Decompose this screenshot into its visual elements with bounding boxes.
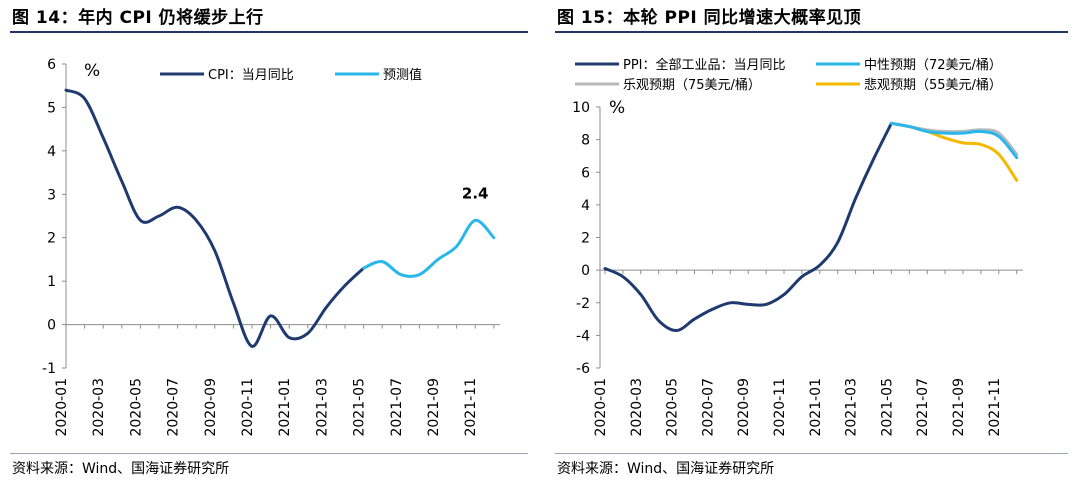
cpi-x-tick-label: 2020-01 <box>54 378 70 437</box>
ppi-legend-label: PPI：全部工业品：当月同比 <box>623 57 786 73</box>
cpi-line-chart: -1 0 1 2 3 4 5 6 2020-01 2020-03 2020-05 2020-07 202… <box>42 57 500 437</box>
cpi-y-tick-label: 3 <box>47 187 56 203</box>
cpi-x-tick-label: 2021-03 <box>314 378 330 437</box>
ppi-line-chart: -6 -4 -2 0 2 4 6 8 10 2020-01 2020-03 2020-05 2020-0… <box>572 57 1023 437</box>
cpi-y-tick-label: 1 <box>47 274 56 290</box>
cpi-series-line <box>64 88 366 348</box>
ppi-x-tick-label: 2021-01 <box>808 378 824 437</box>
cpi-data-label: 2.4 <box>462 184 489 202</box>
ppi-figure: 图 15：本轮 PPI 同比增速大概率见顶 -6 -4 -2 0 2 4 6 8 10 2020-… <box>545 0 1080 489</box>
ppi-x-tick-label: 2020-07 <box>700 378 716 437</box>
ppi-y-tick-label: -6 <box>576 361 590 377</box>
ppi-x-tick-label: 2020-03 <box>629 378 645 437</box>
ppi-legend-label: 乐观预期（75美元/桶） <box>623 78 761 93</box>
cpi-y-tick-label: 0 <box>47 318 56 334</box>
ppi-x-tick-label: 2021-11 <box>987 378 1003 437</box>
ppi-title-divider <box>555 31 1068 33</box>
ppi-y-tick-label: 6 <box>581 165 590 181</box>
ppi-y-tick-label: -2 <box>576 296 590 312</box>
cpi-x-tick-label: 2020-07 <box>166 378 182 437</box>
ppi-series-line <box>603 121 893 332</box>
cpi-x-tick-label: 2020-11 <box>240 378 256 437</box>
cpi-x-tick-label: 2020-05 <box>128 378 144 437</box>
ppi-x-tick-label: 2020-05 <box>665 378 681 437</box>
cpi-legend-label: 预测值 <box>383 67 422 83</box>
cpi-x-tick-label: 2021-09 <box>426 378 442 437</box>
ppi-figure-title: 图 15：本轮 PPI 同比增速大概率见顶 <box>557 8 862 28</box>
cpi-y-tick-label: 4 <box>47 144 56 160</box>
ppi-legend-label: 中性预期（72美元/桶） <box>864 58 1002 73</box>
ppi-series-line <box>889 121 1019 160</box>
ppi-y-tick-label: -4 <box>576 328 590 344</box>
cpi-title-divider <box>10 31 528 33</box>
cpi-figure: 图 14：年内 CPI 仍将缓步上行 -1 0 1 2 3 4 5 6 2020-01 2020-… <box>10 8 528 477</box>
ppi-x-tick-label: 2021-07 <box>915 378 931 437</box>
ppi-legend-label: 悲观预期（55美元/桶） <box>864 77 1002 93</box>
ppi-x-tick-label: 2021-05 <box>879 378 895 437</box>
cpi-x-tick-label: 2020-03 <box>91 378 107 437</box>
cpi-y-unit-label: % <box>84 61 100 81</box>
ppi-y-unit-label: % <box>609 98 625 118</box>
cpi-source-divider <box>10 453 528 454</box>
ppi-y-tick-label: 8 <box>581 133 590 149</box>
cpi-y-tick-label: 6 <box>47 57 56 73</box>
ppi-y-tick-label: 10 <box>572 100 590 116</box>
ppi-y-tick-label: 4 <box>581 198 590 214</box>
cpi-y-tick-label: 2 <box>47 231 56 247</box>
cpi-y-tick-label: 5 <box>47 100 56 116</box>
cpi-x-tick-label: 2021-01 <box>277 378 293 437</box>
ppi-x-tick-label: 2021-09 <box>951 378 967 437</box>
ppi-y-tick-label: 2 <box>581 231 590 247</box>
cpi-x-tick-label: 2021-07 <box>389 378 405 437</box>
cpi-series-line <box>362 218 496 278</box>
cpi-x-tick-label: 2020-09 <box>203 378 219 437</box>
cpi-legend-label: CPI：当月同比 <box>208 68 294 83</box>
ppi-x-tick-label: 2021-03 <box>844 378 860 437</box>
cpi-source-note: 资料来源：Wind、国海证券研究所 <box>12 461 230 477</box>
ppi-x-tick-label: 2020-11 <box>772 378 788 437</box>
cpi-x-tick-label: 2021-11 <box>463 378 479 437</box>
ppi-source-note: 资料来源：Wind、国海证券研究所 <box>557 461 775 477</box>
ppi-y-tick-label: 0 <box>581 263 590 279</box>
ppi-x-tick-label: 2020-01 <box>593 378 609 437</box>
cpi-x-tick-label: 2021-05 <box>352 378 368 437</box>
ppi-source-divider <box>555 453 1068 454</box>
ppi-x-tick-label: 2020-09 <box>736 378 752 437</box>
cpi-y-tick-label: -1 <box>42 361 56 377</box>
cpi-figure-title: 图 14：年内 CPI 仍将缓步上行 <box>12 8 264 28</box>
